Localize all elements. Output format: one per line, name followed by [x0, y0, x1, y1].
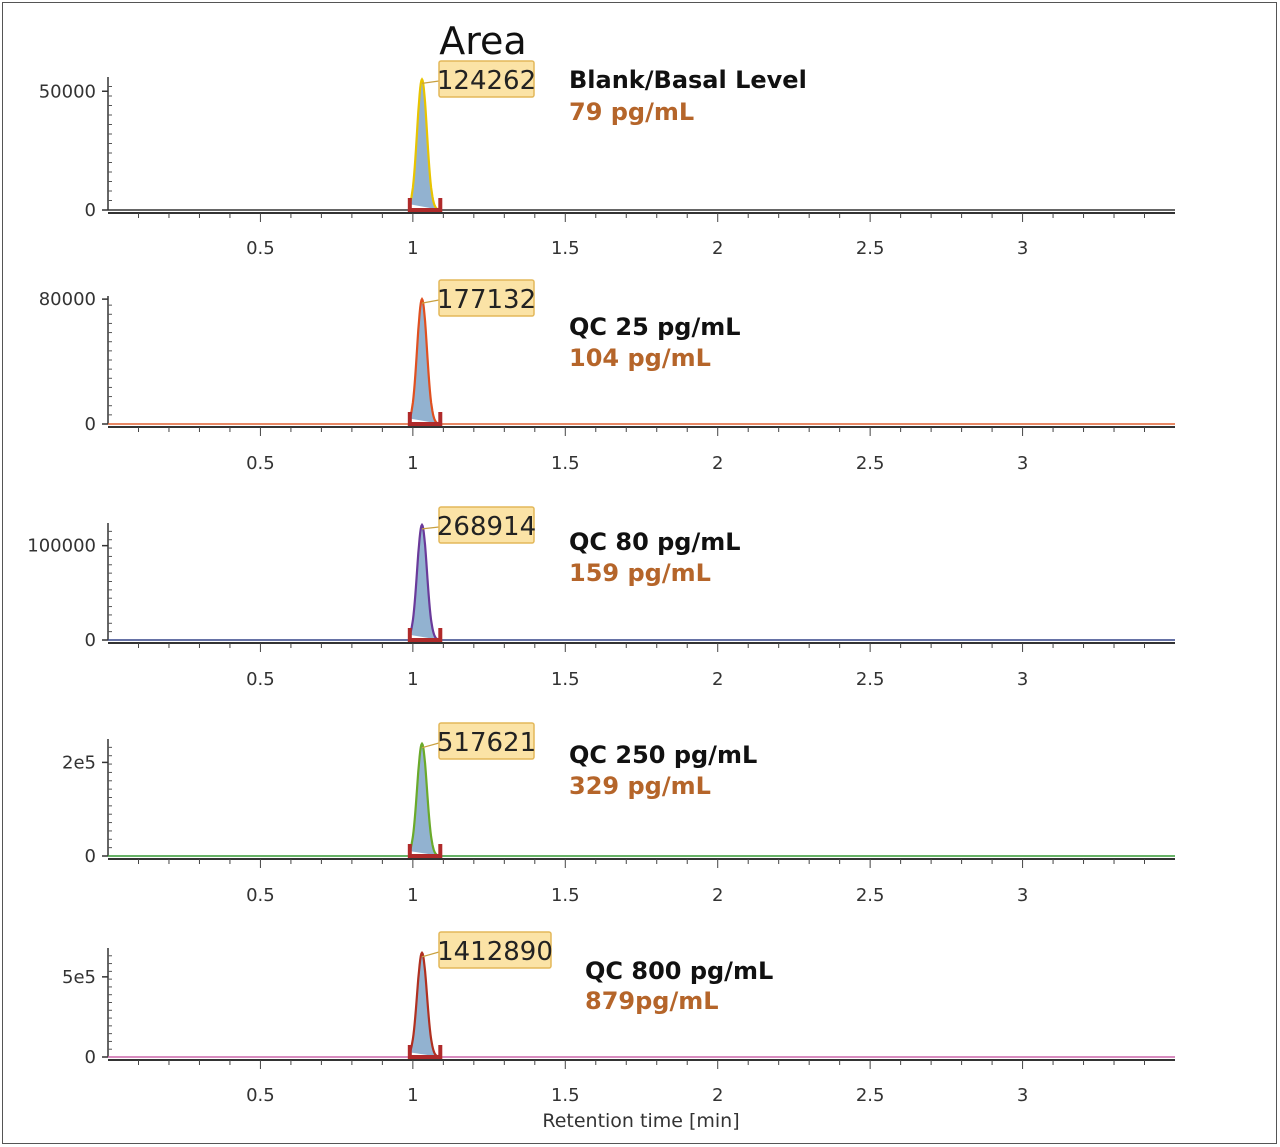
- sample-label: QC 250 pg/mL: [569, 741, 757, 769]
- area-column-title: Area: [439, 19, 526, 63]
- area-value-label: 517621: [437, 728, 536, 758]
- peak-trace: [408, 522, 441, 641]
- x-tick-label: 1: [407, 453, 418, 474]
- chromatogram-panel: 0 2e5 0.5 1 1.5 2 2.5 3 517621 QC 250 pg/mL 329 pg…: [62, 722, 1175, 906]
- y-tick-label: 0: [85, 1047, 96, 1068]
- x-tick-label: 1.5: [551, 885, 580, 906]
- sample-label: QC 800 pg/mL: [585, 957, 773, 985]
- area-callout-leader: [421, 951, 440, 958]
- x-tick-label: 1.5: [551, 453, 580, 474]
- chromatogram-panel: 0 80000 0.5 1 1.5 2 2.5 3 177132 QC 25 pg/mL 104 p…: [39, 279, 1175, 474]
- chromatogram-panel: 0 5e5 0.5 1 1.5 2 2.5 3 1412890 QC 800 pg/mL879pg…: [62, 931, 1175, 1106]
- concentration-label: 159 pg/mL: [569, 559, 711, 587]
- x-tick-label: 2: [712, 453, 723, 474]
- chromatogram-panel: 0 50000 0.5 1 1.5 2 2.5 3 124262 Blank/Basal Leve…: [39, 60, 1175, 259]
- sample-label: QC 80 pg/mL: [569, 528, 741, 556]
- x-tick-label: 3: [1017, 1085, 1028, 1106]
- x-tick-label: 1: [407, 1085, 418, 1106]
- peak-area-fill: [409, 79, 441, 210]
- area-value-label: 1412890: [437, 937, 553, 967]
- x-tick-label: 2.5: [856, 1085, 885, 1106]
- peak-trace: [408, 950, 441, 1058]
- chromatogram-stack: Area Retention time [min] 0 50000 0.5 1 1.5 2…: [27, 19, 1175, 1132]
- x-tick-label: 0.5: [246, 1085, 275, 1106]
- x-tick-label: 3: [1017, 238, 1028, 259]
- x-axis-title: Retention time [min]: [542, 1110, 739, 1132]
- sample-label: Blank/Basal Level: [569, 66, 807, 94]
- x-tick-label: 2: [712, 885, 723, 906]
- y-tick-label: 2e5: [62, 752, 96, 773]
- area-callout: [438, 931, 552, 969]
- x-tick-label: 2.5: [856, 453, 885, 474]
- x-tick-label: 1: [407, 669, 418, 690]
- concentration-label: 879pg/mL: [585, 987, 719, 1015]
- peak-area-fill: [409, 952, 441, 1057]
- peak-trace: [408, 296, 441, 425]
- peak-area-fill: [409, 524, 441, 640]
- y-tick-label: 100000: [27, 536, 96, 557]
- x-tick-label: 1.5: [551, 1085, 580, 1106]
- peak-area-fill: [409, 743, 441, 856]
- y-tick-label: 0: [85, 630, 96, 651]
- chromatogram-panel: 0 100000 0.5 1 1.5 2 2.5 3 268914 QC 80 pg/mL 159 …: [27, 506, 1175, 690]
- area-callout-leader: [421, 742, 440, 749]
- area-callout: [438, 60, 535, 98]
- y-tick-label: 5e5: [62, 967, 96, 988]
- concentration-label: 329 pg/mL: [569, 772, 711, 800]
- concentration-label: 104 pg/mL: [569, 344, 711, 372]
- area-callout-leader: [421, 299, 440, 304]
- area-value-label: 268914: [437, 512, 536, 542]
- y-tick-label: 80000: [39, 289, 96, 310]
- x-tick-label: 0.5: [246, 453, 275, 474]
- x-tick-label: 2: [712, 238, 723, 259]
- peak-trace: [408, 77, 441, 211]
- x-tick-label: 2.5: [856, 238, 885, 259]
- sample-label: QC 25 pg/mL: [569, 313, 741, 341]
- y-tick-label: 0: [85, 414, 96, 435]
- area-callout-leader: [421, 526, 440, 530]
- x-tick-label: 3: [1017, 885, 1028, 906]
- area-callout-leader: [421, 80, 440, 84]
- y-tick-label: 0: [85, 846, 96, 867]
- x-tick-label: 1: [407, 885, 418, 906]
- y-tick-label: 0: [85, 200, 96, 221]
- area-value-label: 124262: [437, 66, 536, 96]
- peak-area-fill: [409, 299, 441, 424]
- x-tick-label: 2: [712, 1085, 723, 1106]
- x-tick-label: 1: [407, 238, 418, 259]
- y-tick-label: 50000: [39, 81, 96, 102]
- area-callout: [438, 506, 535, 544]
- x-tick-label: 2: [712, 669, 723, 690]
- x-tick-label: 3: [1017, 453, 1028, 474]
- area-callout: [438, 722, 535, 760]
- concentration-label: 79 pg/mL: [569, 98, 694, 126]
- x-tick-label: 0.5: [246, 669, 275, 690]
- x-tick-label: 1.5: [551, 669, 580, 690]
- x-tick-label: 0.5: [246, 885, 275, 906]
- x-tick-label: 1.5: [551, 238, 580, 259]
- x-tick-label: 0.5: [246, 238, 275, 259]
- area-callout: [438, 279, 535, 317]
- area-value-label: 177132: [437, 285, 536, 315]
- x-tick-label: 3: [1017, 669, 1028, 690]
- x-tick-label: 2.5: [856, 885, 885, 906]
- x-tick-label: 2.5: [856, 669, 885, 690]
- peak-trace: [408, 741, 441, 857]
